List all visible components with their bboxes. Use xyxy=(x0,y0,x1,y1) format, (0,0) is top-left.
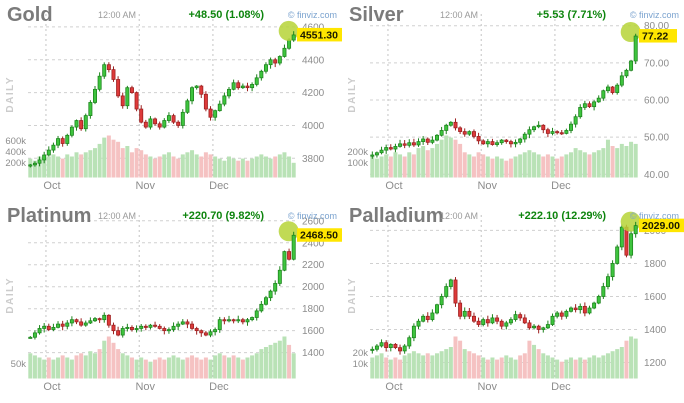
svg-text:4400: 4400 xyxy=(302,55,325,66)
svg-text:Oct: Oct xyxy=(43,180,60,192)
svg-text:77.22: 77.22 xyxy=(642,31,668,43)
svg-text:70.00: 70.00 xyxy=(644,58,669,69)
svg-text:2200: 2200 xyxy=(302,260,325,271)
chart-title-gold: Gold xyxy=(7,4,53,26)
svg-text:Nov: Nov xyxy=(135,180,155,192)
svg-text:1800: 1800 xyxy=(302,304,325,315)
chart-time-label: 12:00 AM xyxy=(440,211,479,221)
svg-text:200k: 200k xyxy=(347,147,368,158)
chart-time-label: 12:00 AM xyxy=(98,211,137,221)
timeframe-label: DAILY xyxy=(347,76,358,113)
svg-text:1400: 1400 xyxy=(644,325,667,336)
platinum-candlestick-chart[interactable]: 2600 2400 2200 2000 1800 1600 1400 Oct Nov Dec 50k… xyxy=(0,201,342,403)
silver-candlestick-chart[interactable]: 80.00 70.00 60.00 50.00 40.00 Oct Nov Dec 200k10… xyxy=(342,0,684,201)
chart-change-badge: +222.10 (12.29%) xyxy=(518,210,606,222)
svg-text:2400: 2400 xyxy=(302,238,325,249)
svg-text:Oct: Oct xyxy=(385,180,402,192)
svg-text:60.00: 60.00 xyxy=(644,96,669,107)
chart-change-badge: +5.53 (7.71%) xyxy=(536,9,606,21)
chart-panel-platinum[interactable]: Platinum 12:00 AM +220.70 (9.82%) © finv… xyxy=(0,201,342,403)
chart-panel-palladium[interactable]: Palladium 12:00 AM +222.10 (12.29%) © fi… xyxy=(342,201,684,403)
svg-text:2468.50: 2468.50 xyxy=(300,230,338,242)
svg-text:Dec: Dec xyxy=(551,180,571,192)
svg-text:Dec: Dec xyxy=(209,180,229,192)
finviz-brand-link[interactable]: © finviz.com xyxy=(629,211,679,221)
timeframe-label: DAILY xyxy=(5,277,16,314)
svg-text:1400: 1400 xyxy=(302,348,325,359)
svg-text:1200: 1200 xyxy=(644,358,667,369)
svg-text:3800: 3800 xyxy=(302,154,325,165)
svg-text:40.00: 40.00 xyxy=(644,170,669,181)
svg-text:Dec: Dec xyxy=(551,381,571,393)
svg-text:50k: 50k xyxy=(11,359,27,370)
svg-text:10k: 10k xyxy=(353,359,369,370)
svg-text:Oct: Oct xyxy=(385,381,402,393)
svg-text:Nov: Nov xyxy=(477,180,497,192)
chart-title-palladium: Palladium xyxy=(349,205,444,227)
chart-time-label: 12:00 AM xyxy=(98,10,137,20)
timeframe-label: DAILY xyxy=(347,277,358,314)
finviz-brand-link[interactable]: © finviz.com xyxy=(629,10,679,20)
svg-text:Dec: Dec xyxy=(209,381,229,393)
chart-panel-silver[interactable]: Silver 12:00 AM +5.53 (7.71%) © finviz.c… xyxy=(342,0,684,201)
svg-text:Nov: Nov xyxy=(477,381,497,393)
svg-text:Nov: Nov xyxy=(135,381,155,393)
svg-text:200k: 200k xyxy=(5,158,26,169)
chart-time-label: 12:00 AM xyxy=(440,10,479,20)
svg-text:600k: 600k xyxy=(5,136,26,147)
svg-text:2000: 2000 xyxy=(302,282,325,293)
palladium-candlestick-chart[interactable]: 20001800160014001200OctNovDec20k10k2029.… xyxy=(342,201,684,403)
gold-candlestick-chart[interactable]: 46004400420040003800OctNovDec600k400k200… xyxy=(0,0,342,201)
svg-text:400k: 400k xyxy=(5,147,26,158)
svg-text:4200: 4200 xyxy=(302,88,325,99)
svg-text:1600: 1600 xyxy=(302,326,325,337)
finviz-brand-link[interactable]: © finviz.com xyxy=(287,211,337,221)
chart-title-platinum: Platinum xyxy=(7,205,92,227)
svg-text:4551.30: 4551.30 xyxy=(300,29,338,41)
timeframe-label: DAILY xyxy=(5,76,16,113)
svg-text:2600: 2600 xyxy=(302,216,325,227)
finviz-brand-link[interactable]: © finviz.com xyxy=(287,10,337,20)
chart-change-badge: +48.50 (1.08%) xyxy=(188,9,264,21)
svg-text:80.00: 80.00 xyxy=(644,21,669,32)
chart-panel-gold[interactable]: Gold 12:00 AM +48.50 (1.08%) © finviz.co… xyxy=(0,0,342,201)
svg-text:1800: 1800 xyxy=(644,259,667,270)
svg-text:20k: 20k xyxy=(353,348,369,359)
svg-text:1600: 1600 xyxy=(644,292,667,303)
svg-text:2029.00: 2029.00 xyxy=(642,220,680,232)
chart-change-badge: +220.70 (9.82%) xyxy=(182,210,264,222)
svg-text:50.00: 50.00 xyxy=(644,133,669,144)
svg-text:4000: 4000 xyxy=(302,121,325,132)
svg-text:Oct: Oct xyxy=(43,381,60,393)
chart-title-silver: Silver xyxy=(349,4,404,26)
svg-text:100k: 100k xyxy=(347,158,368,169)
